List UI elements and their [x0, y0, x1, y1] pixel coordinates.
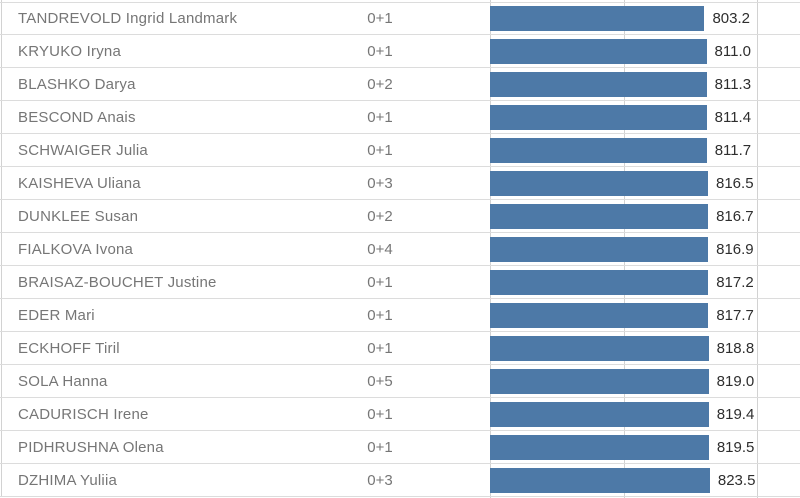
shooting-result: 0+5 — [367, 372, 393, 390]
bar[interactable] — [490, 302, 709, 328]
value-label: 816.5 — [716, 174, 754, 192]
shooting-result: 0+3 — [367, 471, 393, 489]
athlete-name: TANDREVOLD Ingrid Landmark — [18, 10, 238, 27]
athlete-name: EDER Mari — [18, 306, 95, 324]
athlete-name: FIALKOVA Ivona — [18, 240, 134, 258]
value-label: 816.7 — [716, 207, 754, 225]
table-row: BRAISAZ-BOUCHET Justine 0+1 817.2 — [0, 266, 800, 299]
bar-cell: 816.9 — [490, 233, 800, 265]
bar[interactable] — [490, 203, 709, 229]
bar-cell: 819.4 — [490, 398, 800, 430]
shooting-result: 0+1 — [367, 438, 393, 456]
value-label: 816.9 — [716, 240, 754, 258]
bar[interactable] — [490, 71, 707, 97]
athlete-name: CADURISCH Irene — [18, 405, 149, 423]
shooting-result: 0+1 — [367, 339, 393, 357]
table-row: DZHIMA Yuliia 0+3 823.5 — [0, 464, 800, 497]
bar[interactable] — [490, 137, 707, 163]
athlete-name: PIDHRUSHNA Olena — [18, 438, 164, 456]
athlete-name: BLASHKO Darya — [18, 75, 136, 93]
gridline — [757, 0, 758, 498]
value-label: 811.0 — [714, 42, 751, 60]
bar[interactable] — [490, 236, 709, 262]
shooting-result: 0+3 — [367, 174, 393, 192]
value-label: 811.3 — [714, 75, 752, 93]
value-label: 811.4 — [714, 108, 752, 126]
bar-cell: 811.3 — [490, 68, 800, 100]
bar-cell: 823.5 — [490, 464, 800, 496]
athlete-name: DUNKLEE Susan — [18, 207, 139, 225]
bar-cell: 818.8 — [490, 332, 800, 364]
shooting-result: 0+1 — [367, 42, 393, 60]
shooting-result: 0+4 — [367, 240, 393, 258]
table-row: DUNKLEE Susan 0+2 816.7 — [0, 200, 800, 233]
bar-cell: 811.7 — [490, 134, 800, 166]
bar-cell: 811.4 — [490, 101, 800, 133]
table-row: EDER Mari 0+1 817.7 — [0, 299, 800, 332]
table-row: TANDREVOLD Ingrid Landmark 0+1 803.2 — [0, 2, 800, 35]
table-row: KRYUKO Iryna 0+1 811.0 — [0, 35, 800, 68]
table-row: PIDHRUSHNA Olena 0+1 819.5 — [0, 431, 800, 464]
value-label: 819.0 — [716, 372, 755, 390]
bar[interactable] — [490, 170, 708, 196]
table-row: FIALKOVA Ivona 0+4 816.9 — [0, 233, 800, 266]
value-label: 823.5 — [717, 471, 756, 489]
bar-cell: 803.2 — [490, 3, 800, 34]
axis-left-border — [1, 0, 2, 497]
athlete-name: ECKHOFF Tiril — [18, 339, 120, 357]
shooting-result: 0+2 — [367, 75, 393, 93]
table-row: BESCOND Anais 0+1 811.4 — [0, 101, 800, 134]
bar[interactable] — [490, 38, 707, 64]
shooting-result: 0+1 — [367, 141, 393, 159]
bar[interactable] — [490, 104, 707, 130]
shooting-result: 0+2 — [367, 207, 393, 225]
athlete-name: BESCOND Anais — [18, 108, 136, 126]
bar-cell: 816.7 — [490, 200, 800, 232]
shooting-result: 0+1 — [367, 10, 393, 27]
table-row: CADURISCH Irene 0+1 819.4 — [0, 398, 800, 431]
value-label: 817.7 — [716, 306, 754, 324]
bar[interactable] — [490, 269, 709, 295]
bar-cell: 816.5 — [490, 167, 800, 199]
bar-cell: 817.7 — [490, 299, 800, 331]
table-row: SOLA Hanna 0+5 819.0 — [0, 365, 800, 398]
athlete-name: DZHIMA Yuliia — [18, 471, 118, 489]
athlete-name: SOLA Hanna — [18, 372, 108, 390]
bar[interactable] — [490, 368, 709, 394]
bar-cell: 819.5 — [490, 431, 800, 463]
bar[interactable] — [490, 467, 710, 493]
athlete-name: KRYUKO Iryna — [18, 42, 121, 60]
value-label: 818.8 — [716, 339, 755, 357]
table-row: SCHWAIGER Julia 0+1 811.7 — [0, 134, 800, 167]
table-row: ECKHOFF Tiril 0+1 818.8 — [0, 332, 800, 365]
bar-cell: 817.2 — [490, 266, 800, 298]
bar[interactable] — [490, 335, 709, 361]
athlete-name: KAISHEVA Uliana — [18, 174, 141, 192]
bar[interactable] — [490, 401, 709, 427]
shooting-result: 0+1 — [367, 405, 393, 423]
shooting-result: 0+1 — [367, 273, 393, 291]
bar[interactable] — [490, 434, 709, 460]
athlete-name: SCHWAIGER Julia — [18, 141, 148, 159]
athlete-name: BRAISAZ-BOUCHET Justine — [18, 273, 217, 291]
value-label: 803.2 — [712, 10, 750, 27]
value-label: 819.5 — [716, 438, 755, 456]
value-label: 819.4 — [716, 405, 755, 423]
value-label: 811.7 — [714, 141, 752, 159]
table-row: KAISHEVA Uliana 0+3 816.5 — [0, 167, 800, 200]
bar[interactable] — [490, 6, 705, 31]
bar-cell: 819.0 — [490, 365, 800, 397]
table-row: BLASHKO Darya 0+2 811.3 — [0, 68, 800, 101]
bar-cell: 811.0 — [490, 35, 800, 67]
value-label: 817.2 — [716, 273, 754, 291]
shooting-result: 0+1 — [367, 108, 393, 126]
shooting-result: 0+1 — [367, 306, 393, 324]
